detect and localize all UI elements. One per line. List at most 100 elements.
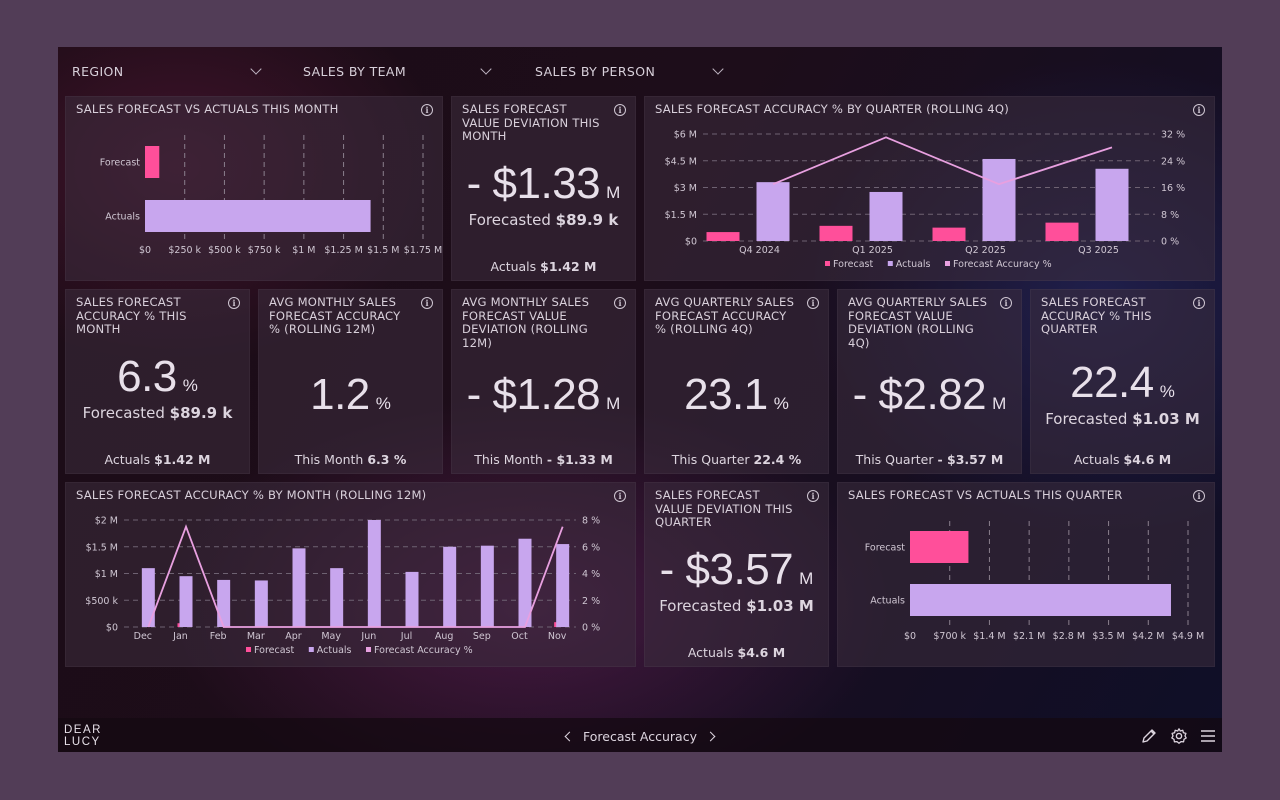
foot-label: Actuals [687,645,734,660]
y-tick-label: $1.5 M [86,542,118,553]
x-tick-label: $1.5 M [367,245,399,256]
chevron-right-icon[interactable] [705,731,716,742]
legend-swatch [945,261,950,266]
sub-value: $89.9 k [555,211,619,229]
actuals-bar [405,571,419,627]
person-filter[interactable]: SALES BY PERSON [535,57,724,85]
legend-swatch [887,261,893,266]
kpi-value: 23.1% [645,370,828,420]
hamburger-menu-icon[interactable] [1199,727,1217,745]
x-tick-label: Dec [134,631,152,642]
card-forecast-vs-actuals-month: SALES FORECAST VS ACTUALS THIS MONTH i $… [65,96,443,281]
info-icon[interactable]: i [807,490,819,502]
x-tick-label: $0 [904,631,916,642]
card-title: SALES FORECAST VS ACTUALS THIS QUARTER [848,488,1123,502]
info-icon[interactable]: i [228,297,240,309]
kpi-number: - $2.82 [852,370,987,419]
actuals-bar [869,191,903,241]
dear-lucy-logo[interactable]: DEAR LUCY [64,724,102,748]
actuals-bar [254,580,268,627]
y-tick-label: $2 M [95,516,118,527]
foot-value: 22.4 % [753,452,802,467]
x-tick-label: $500 k [208,245,241,256]
card-avg-monthly-deviation: AVG MONTHLY SALES FORECAST VALUE DEVIATI… [451,289,636,474]
forecast-bar [932,227,966,241]
x-tick-label: $1.4 M [973,631,1005,642]
forecast-bar [910,531,969,563]
region-filter[interactable]: REGION [72,57,262,85]
kpi-subtitle: Forecasted $89.9 k [66,404,249,422]
kpi-unit: % [375,394,391,413]
x-tick-label: $4.9 M [1172,631,1204,642]
legend-label: Forecast [254,645,294,656]
foot-value: 6.3 % [367,452,407,467]
card-avg-quarterly-accuracy: AVG QUARTERLY SALES FORECAST ACCURACY % … [644,289,829,474]
info-icon[interactable]: i [1193,104,1205,116]
card-forecast-vs-actuals-quarter: SALES FORECAST VS ACTUALS THIS QUARTER i… [837,482,1215,667]
kpi-unit: % [1159,382,1175,401]
y2-tick-label: 0 % [582,623,600,634]
pencil-icon[interactable] [1140,727,1158,745]
info-icon[interactable]: i [614,297,626,309]
kpi-value: - $1.33 M [452,159,635,209]
kpi-number: 22.4 [1070,358,1154,407]
forecast-bar [1045,222,1079,241]
team-filter[interactable]: SALES BY TEAM [303,57,492,85]
kpi-unit: M [799,569,814,588]
hbar-chart-quarter: $0 $700 k $1.4 M $2.1 M $2.8 M $3.5 M $4.2 M $4… [865,521,1204,642]
info-icon[interactable]: i [614,104,626,116]
x-tick-label: Aug [435,631,454,642]
x-tick-label: Apr [285,631,302,642]
kpi-footer: Actuals $1.42 M [66,452,249,467]
kpi-number: 23.1 [684,370,768,419]
foot-label: This Quarter [671,452,750,467]
kpi-footer: This Quarter 22.4 % [645,452,828,467]
bottom-bar: DEAR LUCY Forecast Accuracy [58,718,1222,752]
hbar-chart-month: $0 $250 k $500 k $750 k $1 M $1.25 M $1.5 M $1.… [100,135,442,256]
kpi-number: 1.2 [310,370,370,419]
info-icon[interactable]: i [1000,297,1012,309]
kpi-number: 6.3 [117,352,177,401]
foot-value: $4.6 M [1123,452,1172,467]
forecast-bar [706,232,740,241]
info-icon[interactable]: i [421,104,433,116]
card-deviation-month: SALES FORECAST VALUE DEVIATION THIS MONT… [451,96,636,281]
info-icon[interactable]: i [1193,490,1205,502]
actuals-bar [179,576,193,627]
kpi-number: - $1.28 [466,370,601,419]
info-icon[interactable]: i [614,490,626,502]
kpi-footer: Actuals $1.42 M [452,259,635,274]
kpi-unit: M [606,394,621,413]
info-icon[interactable]: i [421,297,433,309]
info-icon[interactable]: i [807,297,819,309]
x-tick-label: $1 M [292,245,315,256]
y-tick-label: $1.5 M [665,210,697,221]
kpi-value: 6.3% [66,352,249,402]
foot-label: This Month [474,452,543,467]
y-tick-label: $500 k [85,596,118,607]
actuals-bar [910,584,1171,616]
legend-swatch [246,647,251,652]
combo-chart-quarter: $0 0 % $1.5 M 8 % $3 M 16 % $4.5 M 24 % $6 M 32 %… [665,130,1186,271]
kpi-subtitle: Forecasted $1.03 M [1031,410,1214,428]
foot-value: - $1.33 M [546,452,613,467]
x-tick-label: $750 k [248,245,281,256]
legend-label: Actuals [317,645,352,656]
logo-line-2: LUCY [64,736,101,748]
x-tick-label: $3.5 M [1092,631,1124,642]
gear-icon[interactable] [1170,727,1188,745]
kpi-value: 1.2% [259,370,442,420]
foot-value: - $3.57 M [937,452,1004,467]
kpi-footer: Actuals $4.6 M [1031,452,1214,467]
x-tick-label: Sep [473,631,491,642]
card-title: SALES FORECAST ACCURACY % THIS QUARTER [1041,295,1152,336]
info-icon[interactable]: i [1193,297,1205,309]
card-title: AVG MONTHLY SALES FORECAST VALUE DEVIATI… [462,295,590,350]
foot-label: This Quarter [855,452,934,467]
card-title: SALES FORECAST VS ACTUALS THIS MONTH [76,102,339,116]
x-tick-label: $4.2 M [1132,631,1164,642]
chevron-down-icon [250,63,262,75]
card-title: AVG QUARTERLY SALES FORECAST ACCURACY % … [655,295,795,336]
chevron-left-icon[interactable] [564,731,575,742]
page-navigator: Forecast Accuracy [58,728,1222,744]
